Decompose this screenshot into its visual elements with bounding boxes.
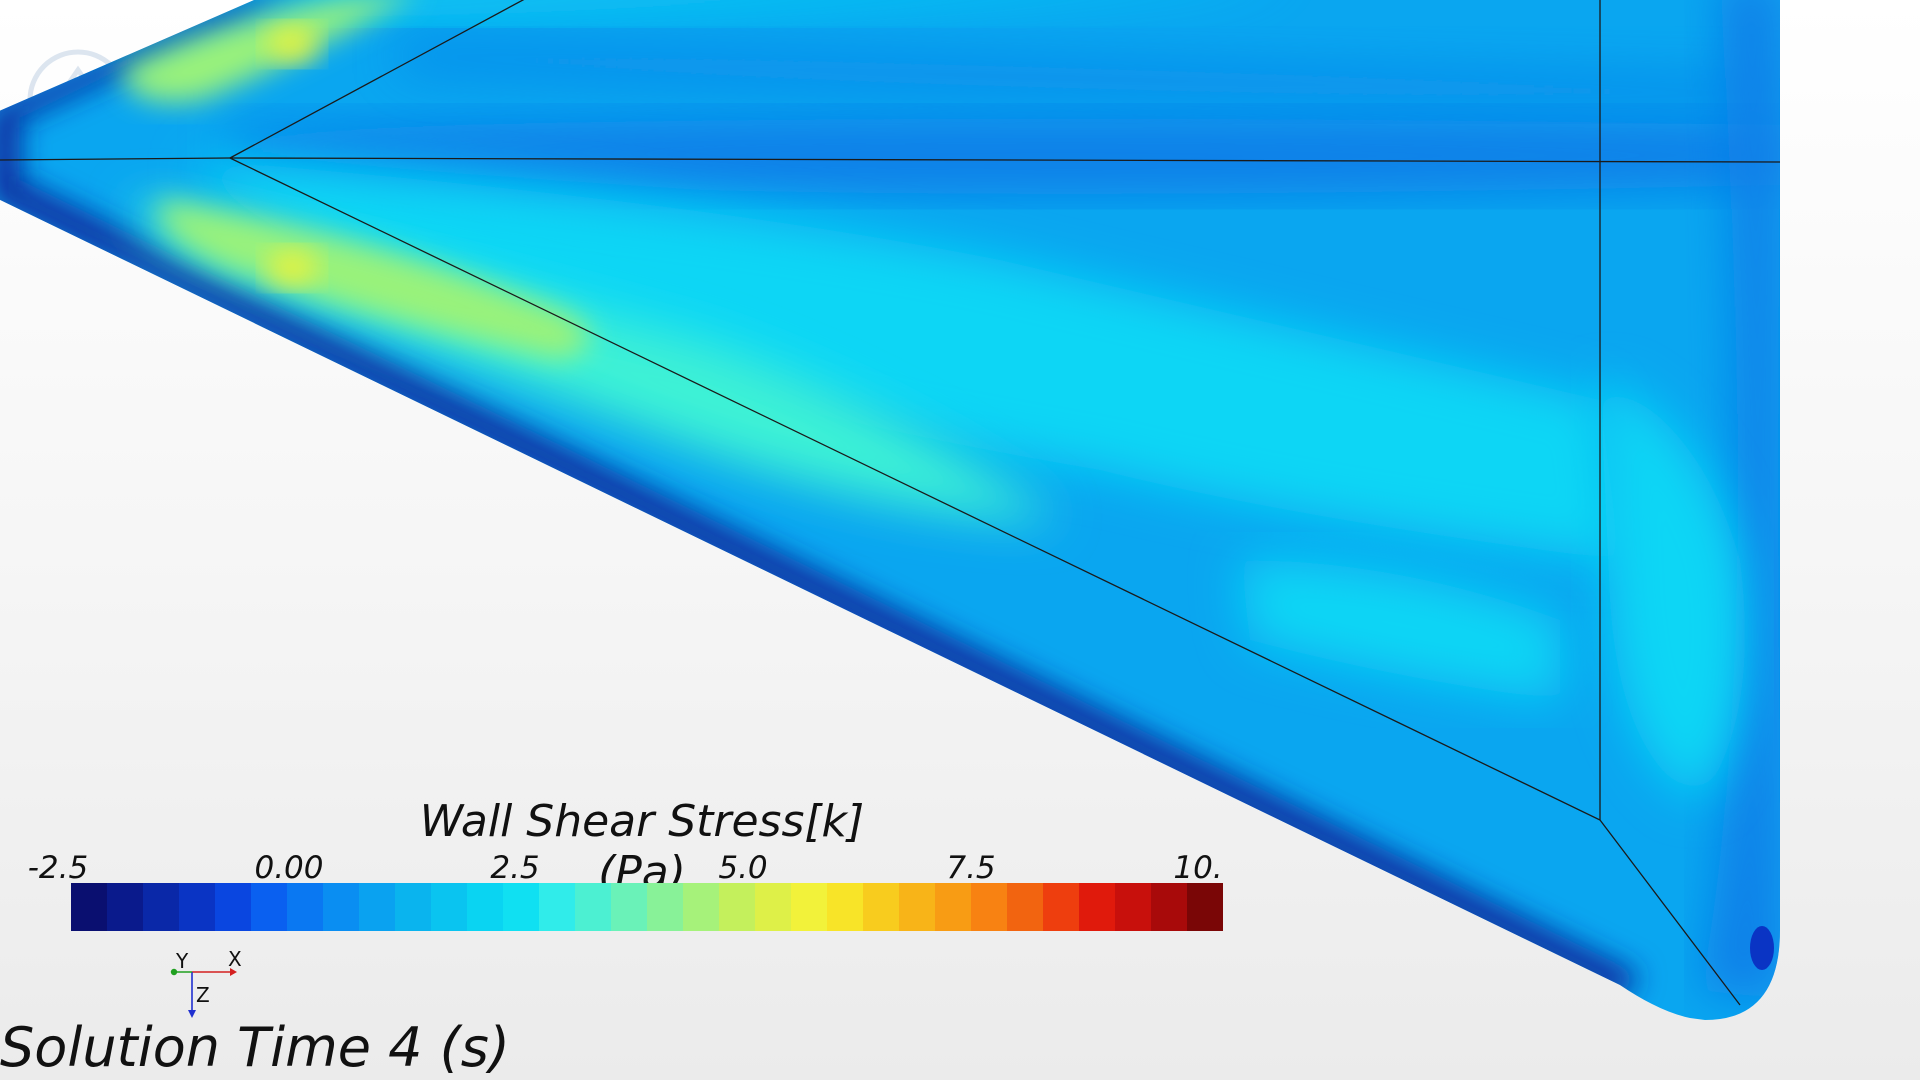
colorbar-segment <box>971 883 1007 931</box>
colorbar-segment <box>71 883 107 931</box>
colorbar-segment <box>575 883 611 931</box>
colorbar-segment <box>215 883 251 931</box>
colorbar-segment <box>1115 883 1151 931</box>
legend-colorbar <box>71 883 1223 931</box>
legend-tick-label: 2.5 <box>490 850 540 886</box>
colorbar-segment <box>395 883 431 931</box>
z-axis-arrow-icon <box>188 1010 196 1018</box>
colorbar-segment <box>467 883 503 931</box>
colorbar-segment <box>647 883 683 931</box>
legend-tick-label: 7.5 <box>946 850 996 886</box>
legend-tick-label: 5.0 <box>718 850 768 886</box>
colorbar-segment <box>1079 883 1115 931</box>
axis-triad[interactable]: Y X Z <box>162 950 252 1020</box>
wing-edge-lines <box>0 0 1781 1006</box>
colorbar-segment <box>1043 883 1079 931</box>
colorbar-segment <box>143 883 179 931</box>
colorbar-segment <box>935 883 971 931</box>
colorbar-segment <box>827 883 863 931</box>
colorbar-segment <box>539 883 575 931</box>
colorbar-segment <box>1151 883 1187 931</box>
colorbar-segment <box>503 883 539 931</box>
colorbar-segment <box>179 883 215 931</box>
colorbar-segment <box>899 883 935 931</box>
x-axis-arrow-icon <box>230 968 237 976</box>
colorbar-segment <box>1187 883 1223 931</box>
legend-tick-label: -2.5 <box>27 850 89 886</box>
colorbar-segment <box>683 883 719 931</box>
colorbar-segment <box>431 883 467 931</box>
solution-time-label: Solution Time 4 (s) <box>0 1016 510 1079</box>
colorbar-segment <box>719 883 755 931</box>
colorbar-segment <box>107 883 143 931</box>
legend-tick-label: 10. <box>1173 850 1223 886</box>
colorbar-segment <box>323 883 359 931</box>
colorbar-segment <box>287 883 323 931</box>
colorbar-segment <box>359 883 395 931</box>
colorbar-segment <box>1007 883 1043 931</box>
z-axis-label: Z <box>196 983 210 1007</box>
x-axis-label: X <box>228 950 242 971</box>
y-axis-label: Y <box>175 950 189 973</box>
legend-tick-label: 0.00 <box>254 850 324 886</box>
colorbar-segment <box>755 883 791 931</box>
colorbar-segment <box>251 883 287 931</box>
colorbar-segment <box>611 883 647 931</box>
colorbar-segment <box>791 883 827 931</box>
colorbar-segment <box>863 883 899 931</box>
